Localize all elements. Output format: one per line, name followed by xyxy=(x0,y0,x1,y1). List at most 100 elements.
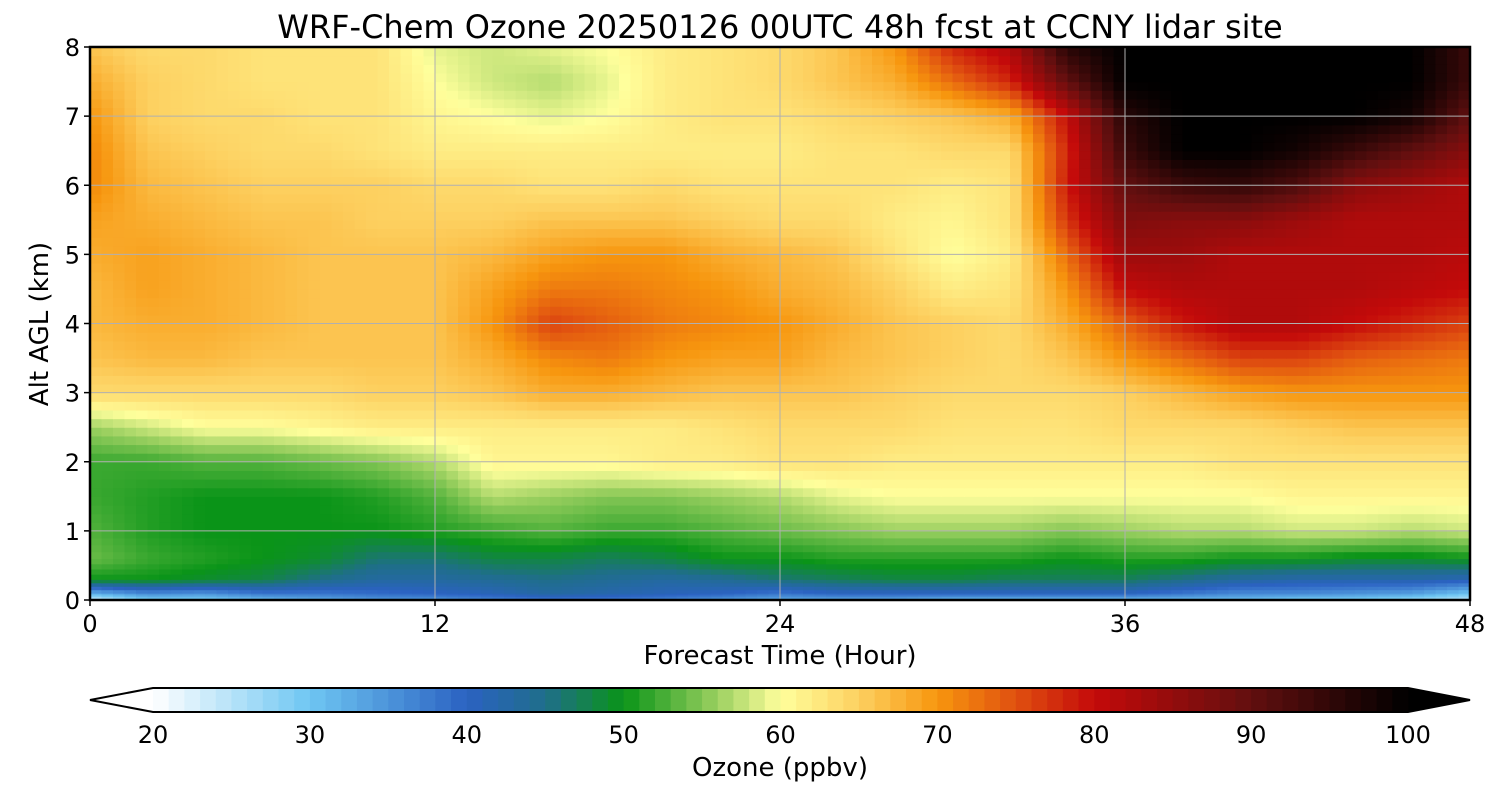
heatmap-cell xyxy=(596,544,609,553)
heatmap-cell xyxy=(1332,375,1345,385)
heatmap-cell xyxy=(1389,366,1402,376)
heatmap-cell xyxy=(768,589,781,594)
heatmap-cell xyxy=(1056,340,1069,351)
heatmap-cell xyxy=(1320,522,1333,532)
heatmap-cell xyxy=(584,323,597,333)
heatmap-cell xyxy=(1125,427,1138,437)
heatmap-cell xyxy=(1044,582,1057,587)
heatmap-cell xyxy=(527,358,540,368)
heatmap-cell xyxy=(1079,461,1092,471)
heatmap-cell xyxy=(159,427,172,437)
heatmap-cell xyxy=(837,427,850,437)
heatmap-cell xyxy=(630,586,643,591)
heatmap-cell xyxy=(285,392,298,402)
heatmap-cell xyxy=(343,530,356,539)
heatmap-cell xyxy=(791,594,804,598)
heatmap-cell xyxy=(561,574,574,580)
heatmap-cell xyxy=(906,513,919,523)
heatmap-cell xyxy=(1102,513,1115,523)
heatmap-cell xyxy=(308,288,321,299)
heatmap-cell xyxy=(1412,544,1425,553)
heatmap-cell xyxy=(446,427,459,437)
heatmap-cell xyxy=(1148,427,1161,437)
heatmap-cell xyxy=(814,593,827,596)
heatmap-cell xyxy=(1343,418,1356,428)
heatmap-cell xyxy=(1228,522,1241,532)
heatmap-cell xyxy=(1366,513,1379,523)
heatmap-cell xyxy=(446,558,459,565)
heatmap-cell xyxy=(1366,375,1379,385)
heatmap-cell xyxy=(607,496,620,506)
heatmap-cell xyxy=(262,323,275,333)
heatmap-cell xyxy=(113,589,126,594)
heatmap-cell xyxy=(998,461,1011,471)
heatmap-cell xyxy=(1240,358,1253,368)
heatmap-cell xyxy=(1102,530,1115,539)
heatmap-cell xyxy=(550,383,563,394)
heatmap-cell xyxy=(1217,522,1230,532)
heatmap-cell xyxy=(1194,513,1207,523)
heatmap-cell xyxy=(860,392,873,402)
heatmap-cell xyxy=(492,375,505,385)
heatmap-cell xyxy=(504,479,517,489)
heatmap-cell xyxy=(239,392,252,402)
heatmap-cell xyxy=(1217,586,1230,591)
heatmap-cell xyxy=(1205,340,1218,351)
heatmap-cell xyxy=(780,383,793,394)
heatmap-cell xyxy=(1240,537,1253,546)
heatmap-cell xyxy=(630,544,643,553)
heatmap-cell xyxy=(124,479,137,489)
heatmap-cell xyxy=(1090,332,1103,342)
heatmap-cell xyxy=(1401,574,1414,580)
heatmap-cell xyxy=(860,593,873,596)
heatmap-cell xyxy=(504,579,517,584)
heatmap-cell xyxy=(849,366,862,376)
heatmap-cell xyxy=(630,306,643,316)
heatmap-cell xyxy=(550,579,563,584)
heatmap-cell xyxy=(354,593,367,596)
heatmap-cell xyxy=(711,593,724,596)
heatmap-cell xyxy=(343,568,356,575)
heatmap-cell xyxy=(239,314,252,325)
heatmap-cell xyxy=(1263,358,1276,368)
heatmap-cell xyxy=(998,504,1011,515)
heatmap-cell xyxy=(711,579,724,584)
heatmap-cell xyxy=(1343,596,1356,599)
heatmap-cell xyxy=(895,586,908,591)
heatmap-cell xyxy=(446,513,459,523)
heatmap-cell xyxy=(182,453,195,463)
heatmap-cell xyxy=(826,332,839,342)
heatmap-cell xyxy=(170,574,183,580)
heatmap-cell xyxy=(1217,409,1230,420)
heatmap-cell xyxy=(113,375,126,385)
heatmap-cell xyxy=(423,496,436,506)
heatmap-cell xyxy=(1228,427,1241,437)
heatmap-cell xyxy=(1447,558,1460,565)
heatmap-cell xyxy=(734,332,747,342)
heatmap-cell xyxy=(170,375,183,385)
heatmap-cell xyxy=(538,582,551,587)
heatmap-cell xyxy=(193,427,206,437)
heatmap-cell xyxy=(412,383,425,394)
heatmap-cell xyxy=(711,409,724,420)
heatmap-cell xyxy=(481,496,494,506)
heatmap-cell xyxy=(699,401,712,411)
heatmap-cell xyxy=(826,435,839,446)
heatmap-cell xyxy=(389,504,402,515)
heatmap-cell xyxy=(768,453,781,463)
heatmap-cell xyxy=(1263,594,1276,598)
heatmap-cell xyxy=(849,593,862,596)
heatmap-cell xyxy=(1067,504,1080,515)
heatmap-cell xyxy=(1171,358,1184,368)
heatmap-cell xyxy=(642,349,655,359)
heatmap-cell xyxy=(711,453,724,463)
heatmap-cell xyxy=(1251,586,1264,591)
heatmap-cell xyxy=(734,401,747,411)
heatmap-cell xyxy=(619,568,632,575)
heatmap-cell xyxy=(1079,392,1092,402)
heatmap-cell xyxy=(734,544,747,553)
heatmap-cell xyxy=(676,453,689,463)
heatmap-cell xyxy=(1125,392,1138,402)
heatmap-cell xyxy=(872,375,885,385)
heatmap-cell xyxy=(895,375,908,385)
